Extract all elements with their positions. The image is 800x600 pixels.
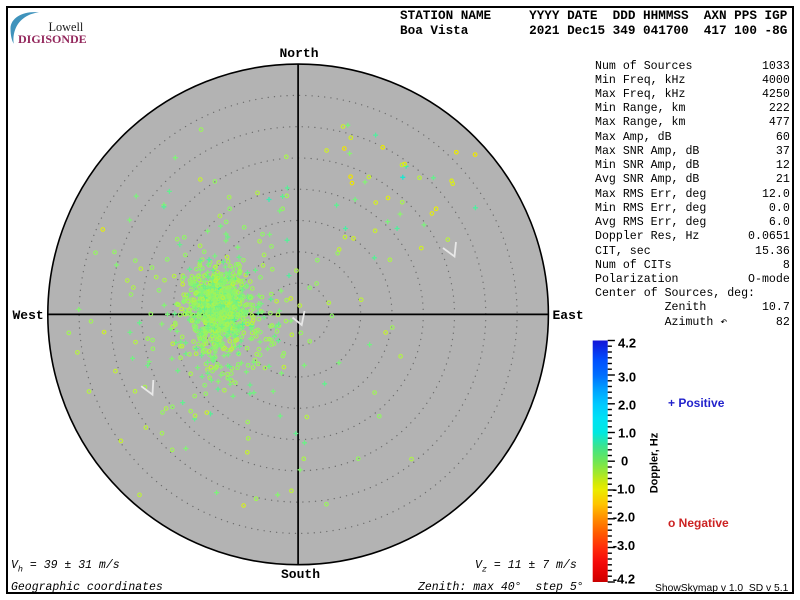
svg-text:-3.0: -3.0 (613, 538, 635, 553)
svg-text:3.0: 3.0 (618, 369, 636, 384)
svg-text:1.0: 1.0 (618, 426, 636, 441)
svg-text:-1.0: -1.0 (613, 482, 635, 497)
svg-text:-2.0: -2.0 (613, 510, 635, 525)
svg-text:-4.2: -4.2 (613, 572, 635, 587)
svg-text:2.0: 2.0 (618, 397, 636, 412)
svg-text:4.2: 4.2 (618, 336, 636, 351)
svg-text:Doppler, Hz: Doppler, Hz (649, 432, 661, 493)
svg-text:0: 0 (621, 454, 628, 469)
